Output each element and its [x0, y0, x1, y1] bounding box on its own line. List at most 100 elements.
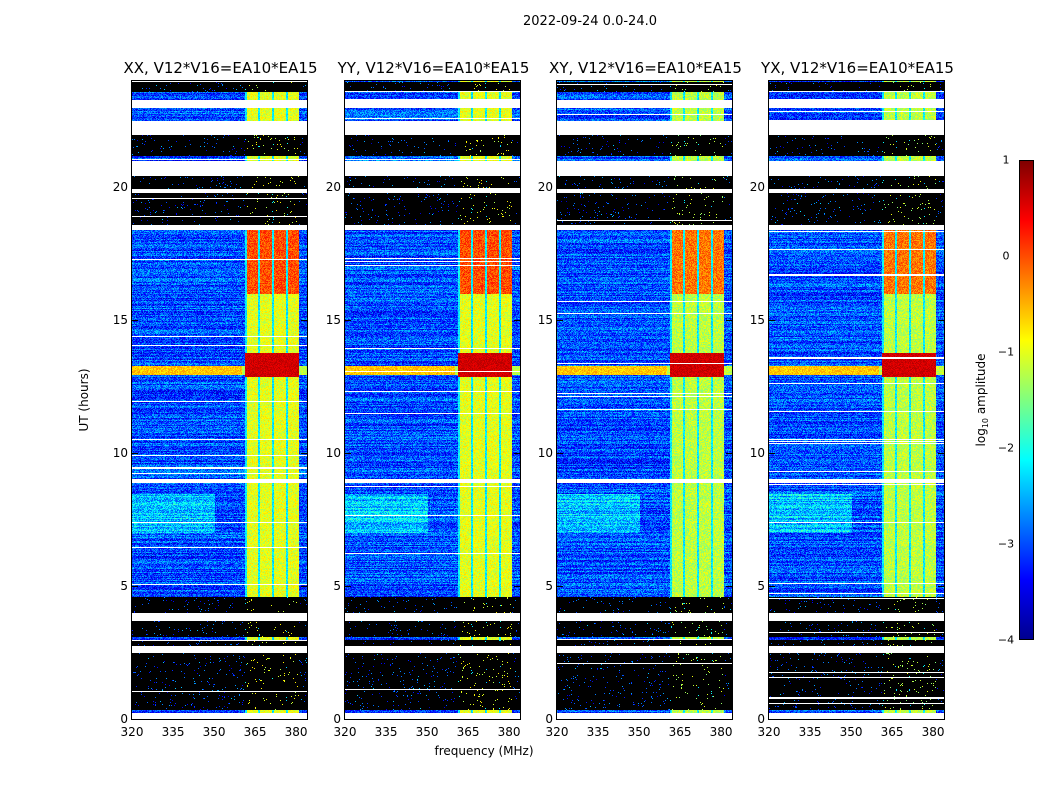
- y-tick-mark: [301, 320, 307, 322]
- x-tick-label: 380: [284, 725, 308, 739]
- panel-title: XY, V12*V16=EA10*EA15: [549, 59, 742, 77]
- y-tick-mark: [345, 320, 351, 322]
- y-tick-mark: [938, 187, 944, 189]
- y-tick-mark: [345, 719, 351, 720]
- y-tick-label: 20: [749, 180, 765, 195]
- panel-1: YY, V12*V16=EA10*EA15 0 5 10 15 20 320 335 350 36…: [326, 59, 530, 739]
- y-tick-label: 5: [120, 579, 128, 594]
- x-tick-label: 350: [627, 725, 651, 739]
- panel-title: YY, V12*V16=EA10*EA15: [337, 59, 530, 77]
- y-tick-mark: [345, 453, 351, 455]
- y-tick-mark: [345, 187, 351, 189]
- x-tick-label: 335: [161, 725, 185, 739]
- y-tick-label: 20: [325, 180, 341, 195]
- x-tick-label: 350: [202, 725, 226, 739]
- y-tick-label: 10: [325, 446, 341, 461]
- x-tick-label: 350: [415, 725, 439, 739]
- colorbar-tick-label: −4: [997, 633, 1015, 647]
- y-tick-mark: [769, 719, 775, 720]
- y-tick-mark: [514, 453, 520, 455]
- panel-0: XX, V12*V16=EA10*EA15 0 5 10 15 20 320 335 350 36…: [113, 59, 318, 739]
- x-tick-label: 335: [374, 725, 398, 739]
- y-tick-mark: [769, 453, 775, 455]
- y-axis-label: UT (hours): [77, 368, 91, 432]
- y-tick-mark: [301, 719, 307, 720]
- y-tick-label: 20: [112, 180, 128, 195]
- y-tick-mark: [769, 320, 775, 322]
- y-tick-mark: [301, 187, 307, 189]
- y-tick-mark: [132, 586, 138, 588]
- y-tick-mark: [938, 453, 944, 455]
- figure-title: 2022-09-24 0.0-24.0: [523, 14, 657, 29]
- y-tick-label: 0: [120, 712, 128, 726]
- y-tick-mark: [132, 719, 138, 720]
- y-tick-mark: [938, 586, 944, 588]
- y-tick-mark: [514, 719, 520, 720]
- y-tick-label: 0: [545, 712, 553, 726]
- y-tick-mark: [726, 586, 732, 588]
- colorbar-tick-label: −2: [997, 441, 1015, 455]
- x-tick-label: 365: [243, 725, 267, 739]
- y-tick-mark: [557, 187, 563, 189]
- colorbar-tick-label: −1: [997, 345, 1015, 359]
- y-tick-mark: [557, 320, 563, 322]
- colorbar-tick-label: 0: [1002, 249, 1010, 263]
- y-tick-label: 10: [537, 446, 553, 461]
- x-tick-label: 350: [839, 725, 863, 739]
- y-tick-mark: [132, 320, 138, 322]
- colorbar-tick-label: −3: [997, 537, 1015, 551]
- y-tick-label: 15: [325, 313, 341, 328]
- x-axis-label: frequency (MHz): [434, 744, 534, 758]
- y-tick-mark: [132, 453, 138, 455]
- y-tick-mark: [301, 586, 307, 588]
- heatmap-image: [557, 81, 732, 719]
- colorbar: [1019, 160, 1034, 640]
- y-tick-label: 15: [749, 313, 765, 328]
- x-tick-label: 320: [545, 725, 569, 739]
- panel-title: YX, V12*V16=EA10*EA15: [761, 59, 954, 77]
- x-tick-label: 320: [120, 725, 144, 739]
- y-tick-mark: [938, 719, 944, 720]
- y-tick-mark: [726, 453, 732, 455]
- panel-title: XX, V12*V16=EA10*EA15: [123, 59, 318, 77]
- y-tick-label: 15: [537, 313, 553, 328]
- y-tick-label: 0: [333, 712, 341, 726]
- panel-2: XY, V12*V16=EA10*EA15 0 5 10 15 20 320 335 350 36…: [538, 59, 742, 739]
- y-tick-mark: [514, 320, 520, 322]
- y-tick-mark: [769, 187, 775, 189]
- y-tick-label: 15: [112, 313, 128, 328]
- x-tick-label: 380: [497, 725, 521, 739]
- x-tick-label: 320: [333, 725, 357, 739]
- x-tick-label: 380: [921, 725, 945, 739]
- x-tick-label: 365: [668, 725, 692, 739]
- y-tick-mark: [726, 320, 732, 322]
- heatmap-image: [345, 81, 520, 719]
- y-tick-mark: [557, 719, 563, 720]
- x-tick-label: 320: [757, 725, 781, 739]
- x-tick-label: 365: [456, 725, 480, 739]
- panel-3: YX, V12*V16=EA10*EA15 0 5 10 15 20 320 335 350 36…: [750, 59, 954, 739]
- colorbar-label: log10 amplitude: [973, 353, 991, 447]
- y-tick-mark: [557, 453, 563, 455]
- y-tick-mark: [301, 453, 307, 455]
- y-tick-label: 5: [545, 579, 553, 594]
- y-tick-label: 10: [749, 446, 765, 461]
- heatmap-image: [132, 81, 307, 719]
- y-tick-mark: [726, 187, 732, 189]
- x-tick-label: 380: [709, 725, 733, 739]
- y-tick-label: 5: [333, 579, 341, 594]
- x-tick-label: 335: [586, 725, 610, 739]
- x-tick-label: 365: [880, 725, 904, 739]
- y-tick-mark: [938, 320, 944, 322]
- y-tick-mark: [345, 586, 351, 588]
- y-tick-label: 10: [112, 446, 128, 461]
- y-tick-mark: [132, 187, 138, 189]
- y-tick-label: 20: [537, 180, 553, 195]
- y-tick-mark: [514, 187, 520, 189]
- y-tick-mark: [514, 586, 520, 588]
- x-tick-label: 335: [798, 725, 822, 739]
- y-tick-mark: [557, 586, 563, 588]
- heatmap-image: [769, 81, 944, 719]
- y-tick-label: 0: [757, 712, 765, 726]
